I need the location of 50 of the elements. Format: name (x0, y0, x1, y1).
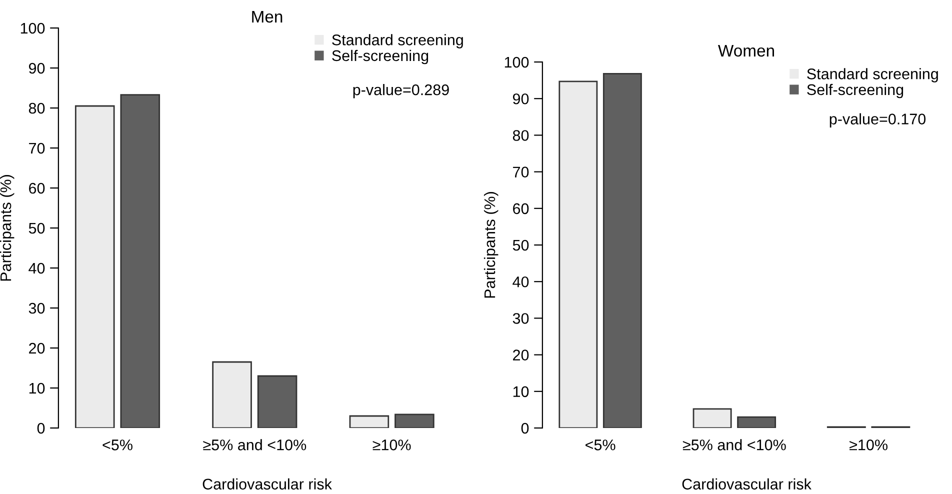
y-tick-label: 30 (28, 302, 45, 314)
x-tick-label: <5% (586, 440, 616, 450)
y-tick-label: 50 (512, 240, 529, 251)
legend-label: Self-screening (332, 50, 428, 64)
legend-label: Standard screening (332, 34, 463, 48)
y-tick-label: 10 (29, 382, 45, 394)
annotation: p-value=0.170 (830, 113, 926, 128)
annotation: p-value=0.289 (353, 84, 449, 98)
y-tick-label: 60 (29, 182, 45, 194)
x-tick-label: ≥5% and <10% (203, 439, 306, 450)
bar (257, 375, 298, 428)
y-tick-label: 0 (521, 422, 529, 434)
y-tick-label: 80 (512, 130, 529, 141)
y-tick-label: 100 (20, 22, 45, 34)
x-axis-title: Cardiovascular risk (202, 478, 332, 490)
y-tick-label: 70 (29, 142, 45, 154)
y-tick-label: 40 (512, 276, 529, 288)
y-tick-label: 80 (28, 102, 45, 114)
y-tick-label: 60 (513, 203, 529, 214)
x-axis-title: Cardiovascular risk (682, 478, 812, 490)
legend-label: Standard screening (807, 68, 938, 82)
y-tick-label: 90 (512, 93, 529, 104)
y-tick-label: 30 (512, 313, 529, 324)
bar (120, 94, 160, 428)
y-tick-label: 0 (37, 422, 45, 434)
x-tick-label: ≥10% (372, 440, 411, 450)
legend-label: Self-screening (807, 84, 904, 98)
y-tick-label: 50 (28, 222, 45, 234)
y-tick-label: 40 (28, 262, 45, 274)
y-tick-label: 90 (28, 62, 45, 74)
x-tick-label: <5% (102, 440, 132, 450)
chart-title: Men (252, 10, 282, 23)
x-tick-label: ≥5% and <10% (682, 439, 786, 450)
bar (394, 414, 434, 428)
x-tick-label: ≥10% (850, 440, 888, 450)
bar (74, 105, 115, 428)
y-tick-label: 70 (513, 166, 529, 178)
bar (737, 416, 776, 428)
y-tick-label: 10 (513, 386, 529, 398)
bar (558, 80, 598, 428)
bar (692, 408, 732, 428)
bar (212, 361, 252, 428)
y-axis-title: Participants (%) (484, 192, 498, 298)
y-tick-label: 20 (29, 342, 45, 354)
bar (349, 415, 390, 428)
y-tick-label: 100 (504, 56, 529, 68)
y-tick-label: 20 (513, 350, 529, 360)
bar (602, 73, 642, 428)
chart-title: Women (718, 44, 774, 57)
y-axis-title: Participants (%) (0, 175, 14, 281)
